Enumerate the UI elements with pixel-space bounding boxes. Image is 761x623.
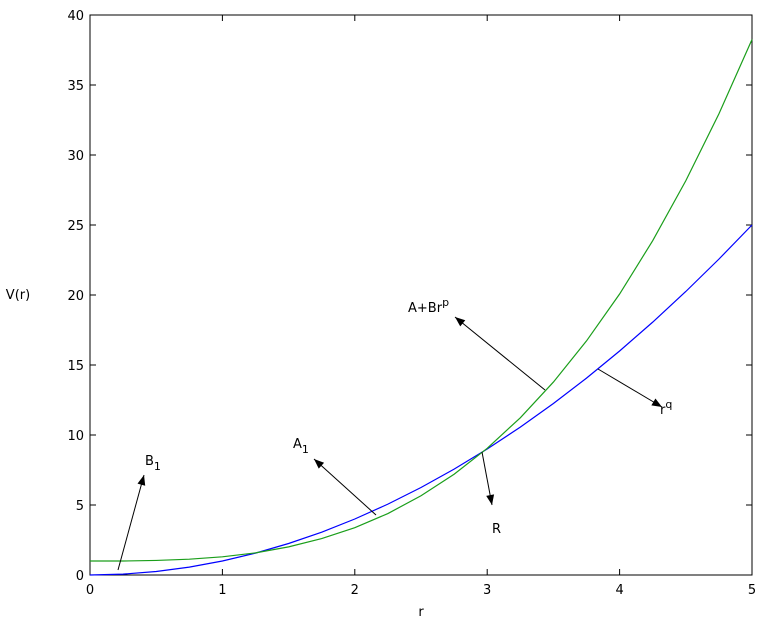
- annotation-label: B1: [145, 454, 161, 473]
- y-tick-label: 40: [67, 9, 84, 24]
- arrow-head: [651, 398, 662, 407]
- x-axis-label: r: [418, 605, 424, 620]
- annotation-subscript: 1: [302, 443, 309, 456]
- annotation-arrow: [117, 474, 145, 571]
- x-tick-label: 3: [483, 583, 491, 598]
- annotation-superscript: p: [442, 296, 449, 309]
- curve: [90, 39, 753, 562]
- annotation-arrow: [597, 368, 663, 408]
- annotation-label: A1: [293, 437, 309, 456]
- x-tick-label: 5: [748, 583, 756, 598]
- y-tick-label: 30: [67, 149, 84, 164]
- y-tick-label: 25: [67, 219, 84, 234]
- y-axis-label: V(r): [6, 288, 30, 303]
- annotation-arrow: [313, 458, 377, 516]
- x-tick-label: 1: [218, 583, 226, 598]
- annotation-arrow: [454, 316, 546, 391]
- arrow-head: [455, 317, 466, 327]
- annotation-label: rq: [660, 398, 672, 418]
- x-tick-label: 2: [351, 583, 359, 598]
- annotation-subscript: 1: [154, 460, 161, 473]
- x-tick-label: 0: [86, 583, 94, 598]
- annotation-superscript: q: [665, 398, 672, 411]
- y-tick-label: 15: [67, 359, 84, 374]
- y-tick-label: 5: [76, 499, 84, 514]
- y-tick-label: 35: [67, 79, 84, 94]
- annotation-label: A+Brp: [408, 296, 449, 316]
- annotation-text: R: [492, 522, 501, 537]
- annotation-text: A+Br: [408, 301, 443, 316]
- annotation-label: R: [492, 522, 501, 537]
- arrow-head: [486, 494, 495, 505]
- annotation-text: A: [293, 437, 302, 452]
- curve: [89, 224, 753, 576]
- plot-frame: [89, 14, 753, 576]
- x-tick-label: 4: [615, 583, 623, 598]
- y-tick-label: 0: [76, 569, 84, 584]
- arrow-head: [314, 459, 325, 469]
- arrow-head: [137, 475, 146, 486]
- annotation-text: B: [145, 454, 154, 469]
- annotation-text: r: [660, 403, 666, 418]
- y-tick-label: 10: [67, 429, 84, 444]
- y-tick-label: 20: [67, 289, 84, 304]
